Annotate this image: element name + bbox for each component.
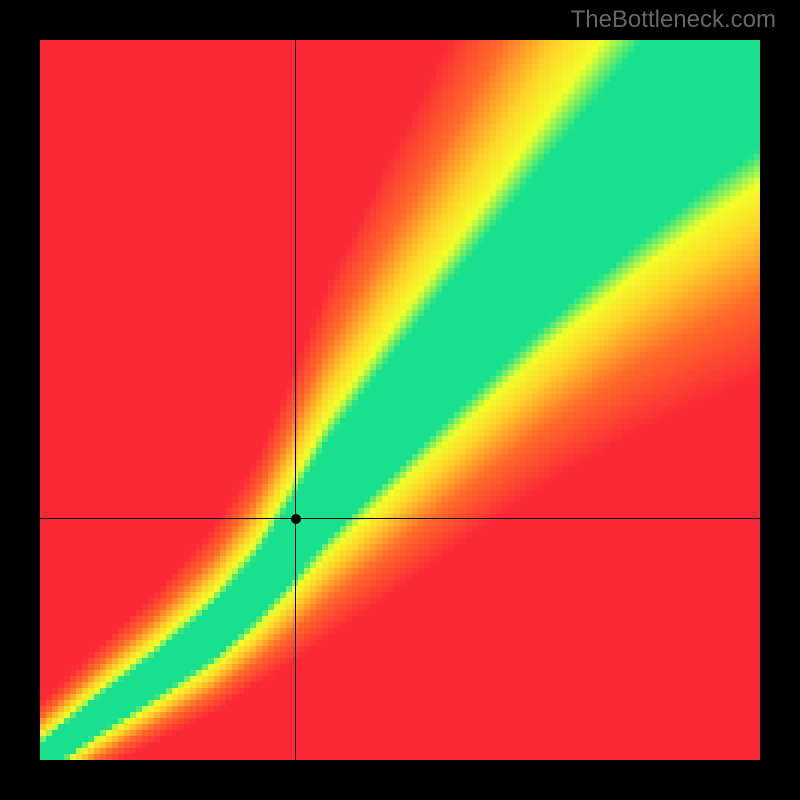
crosshair-vertical bbox=[295, 40, 296, 760]
heatmap-canvas bbox=[40, 40, 760, 760]
chart-container: TheBottleneck.com bbox=[0, 0, 800, 800]
bottleneck-marker bbox=[291, 514, 301, 524]
crosshair-horizontal bbox=[40, 518, 760, 519]
watermark-text: TheBottleneck.com bbox=[571, 6, 776, 34]
